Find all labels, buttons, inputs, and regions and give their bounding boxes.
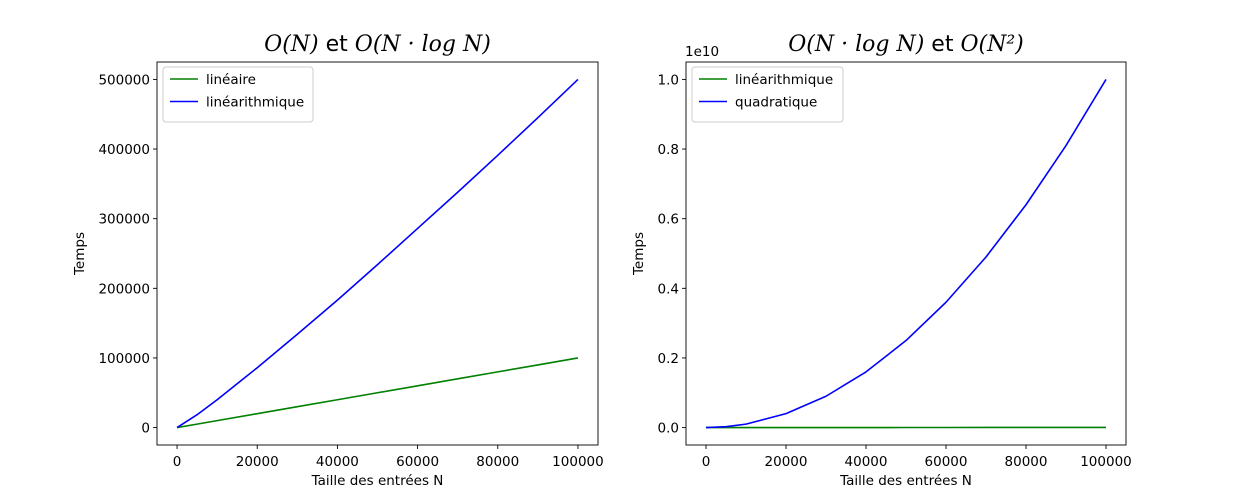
y-tick-label: 100000 xyxy=(98,351,150,367)
x-tick-label: 100000 xyxy=(552,454,604,470)
title-left: O(N) xyxy=(264,32,318,57)
y-tick-label: 500000 xyxy=(98,72,150,88)
title-right: O(N²) xyxy=(960,32,1023,57)
x-tick-label: 40000 xyxy=(845,454,888,470)
x-tick-label: 60000 xyxy=(925,454,968,470)
chart-panel-2: 0 20000 40000 60000 80000 100000 0.0 0.2 0.4 0.6 0… xyxy=(631,32,1132,489)
y-tick-label: 0.4 xyxy=(658,281,679,297)
x-tick-label: 20000 xyxy=(765,454,808,470)
y-tick-label: 200000 xyxy=(98,281,150,297)
x-tick-label: 0 xyxy=(173,454,182,470)
y-tick-label: 0.8 xyxy=(658,142,679,158)
legend-label-2: linéarithmique xyxy=(206,95,304,111)
x-axis-label: Taille des entrées N xyxy=(839,473,972,489)
title-left: O(N · log N) xyxy=(788,32,924,57)
chart-title: O(N · log N) et O(N²) xyxy=(788,32,1023,57)
plot-frame xyxy=(156,61,599,446)
legend-label-1: linéaire xyxy=(206,72,256,88)
series-line-1 xyxy=(176,357,579,429)
x-axis-label: Taille des entrées N xyxy=(311,473,444,489)
title-joiner: et xyxy=(319,32,355,57)
x-tick-label: 0 xyxy=(702,454,711,470)
y-tick-label: 300000 xyxy=(98,212,150,228)
y-tick-label: 0.2 xyxy=(658,351,679,367)
y-axis-label: Temps xyxy=(72,232,88,276)
legend-label-1: linéarithmique xyxy=(735,72,833,88)
x-tick-label: 20000 xyxy=(236,454,279,470)
y-tick-label: 0 xyxy=(141,421,150,437)
y-tick-label: 1.0 xyxy=(658,72,679,88)
x-tick-label: 60000 xyxy=(396,454,439,470)
legend-label-2: quadratique xyxy=(735,95,817,111)
x-tick-label: 100000 xyxy=(1080,454,1132,470)
y-offset-text: 1e10 xyxy=(685,44,719,60)
title-right: O(N · log N) xyxy=(355,32,491,57)
y-axis-label: Temps xyxy=(631,232,647,276)
legend-box xyxy=(691,66,844,123)
x-tick-label: 40000 xyxy=(316,454,359,470)
x-tick-label: 80000 xyxy=(476,454,519,470)
series-line-2 xyxy=(176,78,579,429)
chart-panel-1: 0 20000 40000 60000 80000 100000 0 100000 200000… xyxy=(72,32,604,489)
y-tick-label: 0.6 xyxy=(658,212,679,228)
x-tick-label: 80000 xyxy=(1005,454,1048,470)
y-tick-label: 400000 xyxy=(98,142,150,158)
y-tick-label: 0.0 xyxy=(658,421,679,437)
legend-box xyxy=(162,66,314,123)
series-line-2 xyxy=(705,78,1107,429)
chart-title: O(N) et O(N · log N) xyxy=(264,32,491,57)
title-joiner: et xyxy=(924,32,960,57)
plot-frame xyxy=(685,61,1127,446)
